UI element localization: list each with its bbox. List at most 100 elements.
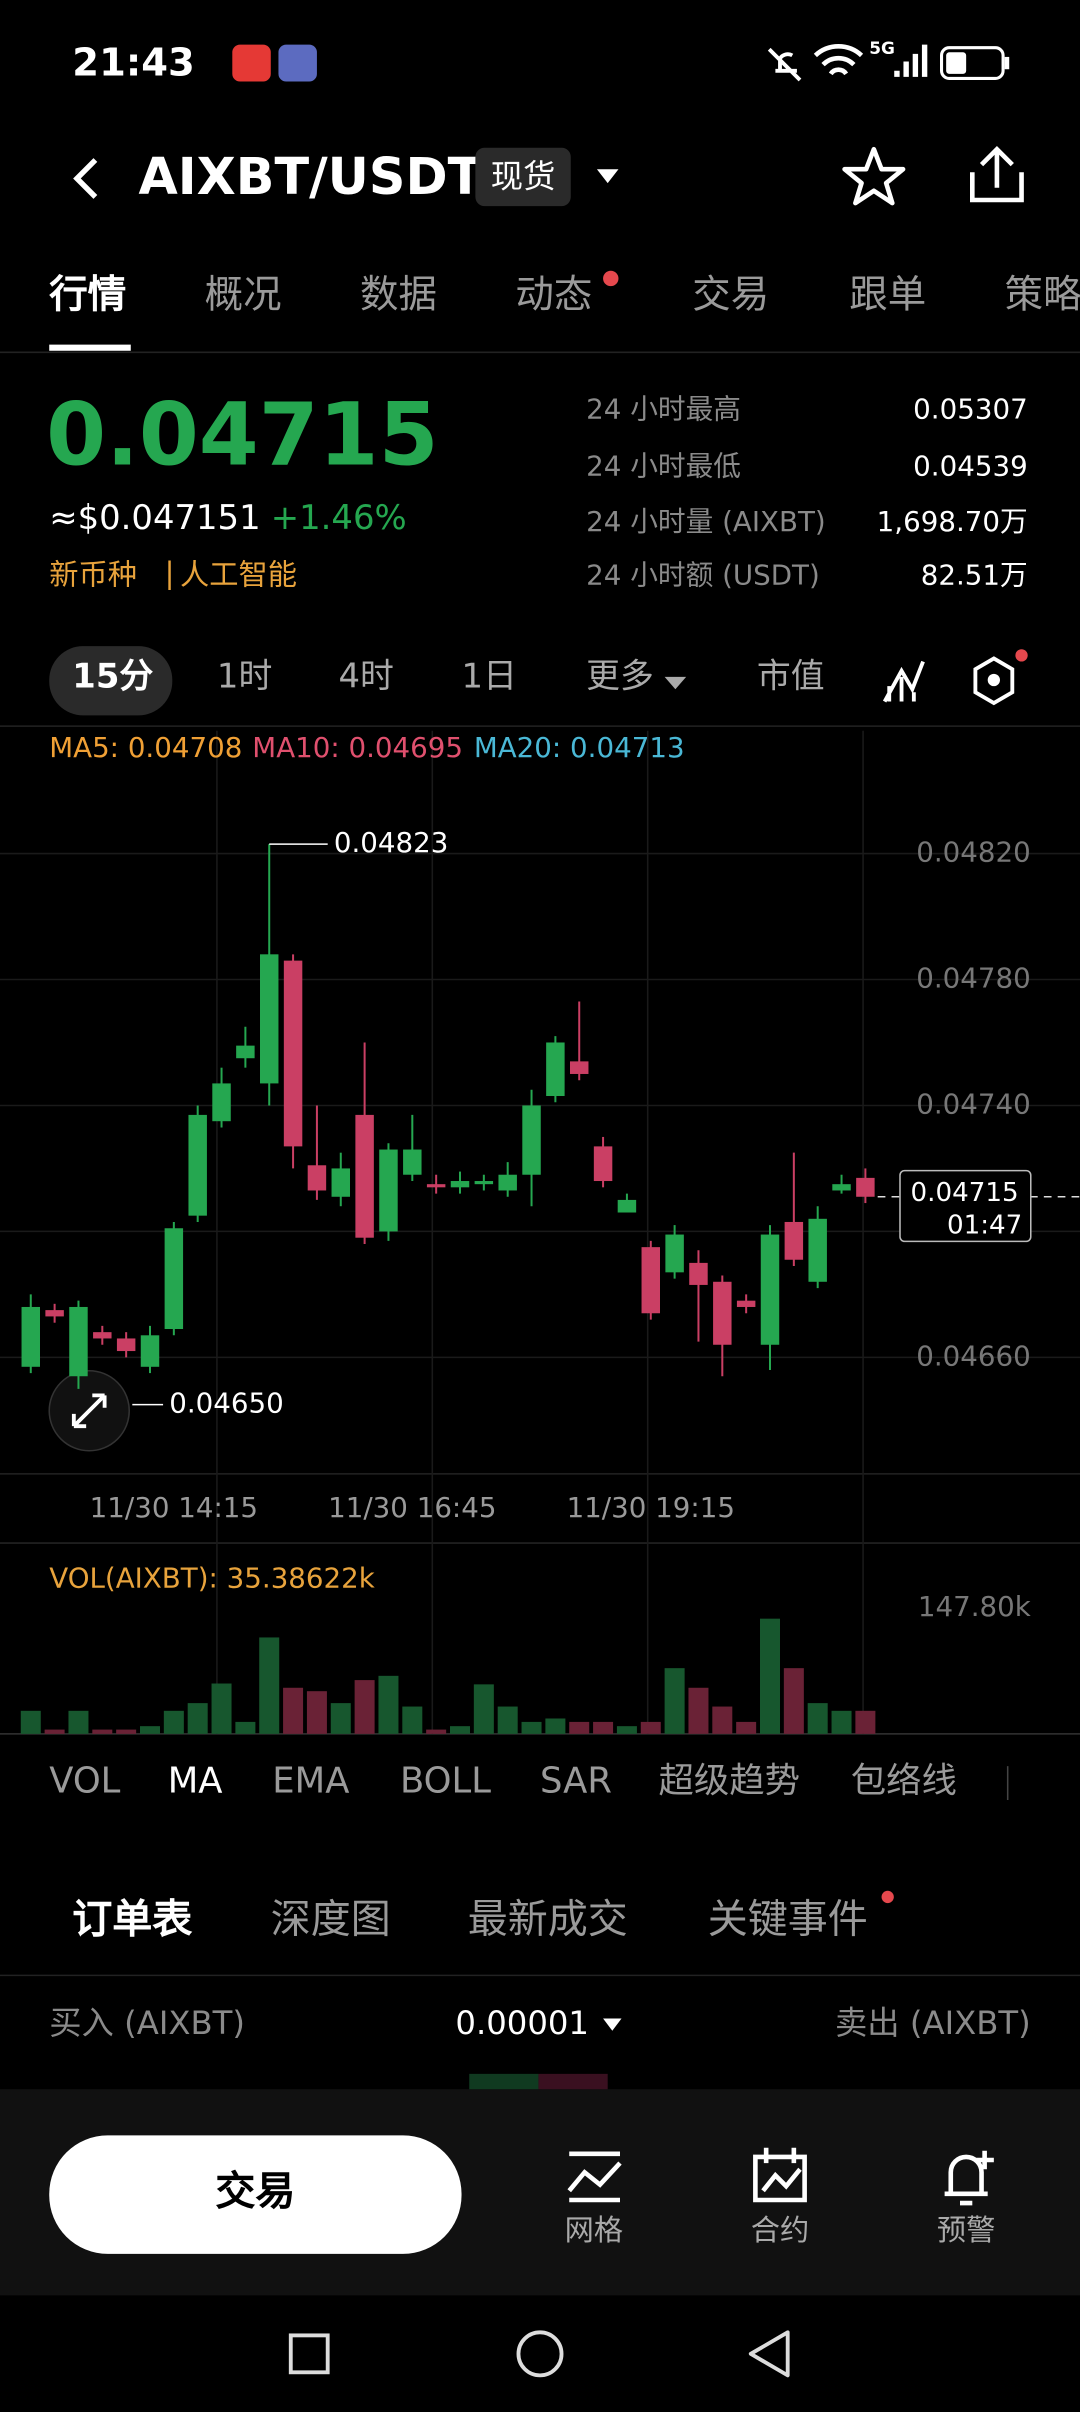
interval[interactable]: 4时: [338, 658, 394, 697]
buy-label: 买入 (AIXBT): [49, 2004, 246, 2042]
volume-bar: [616, 1726, 637, 1734]
indicator-icon[interactable]: [882, 660, 925, 703]
order-tab[interactable]: 深度图: [270, 1896, 391, 1944]
volume-bar: [426, 1729, 447, 1734]
tab[interactable]: 动态: [515, 272, 593, 317]
volume-bar: [855, 1710, 876, 1734]
back-icon[interactable]: [73, 158, 98, 199]
app-icon: [278, 44, 317, 82]
dropdown-icon[interactable]: [596, 169, 619, 184]
candle-body: [641, 1247, 661, 1314]
settings-icon[interactable]: [973, 656, 1015, 706]
indicator[interactable]: 包络线: [850, 1761, 957, 1802]
countdown: 01:47: [947, 1210, 1022, 1240]
order-tab[interactable]: 订单表: [72, 1896, 193, 1944]
change: +1.46%: [270, 500, 407, 539]
candle-body: [713, 1281, 732, 1345]
indicator[interactable]: BOLL: [400, 1761, 491, 1802]
nav-back[interactable]: [748, 2330, 790, 2378]
contract-icon[interactable]: [753, 2147, 807, 2203]
stat-label: 24 小时最低: [586, 450, 741, 484]
stat-label: 24 小时最高: [586, 393, 741, 427]
x-tick-label: 11/30 16:45: [328, 1491, 496, 1524]
status-time: 21:43: [72, 40, 195, 85]
volume-bar: [378, 1675, 399, 1734]
volume-bar: [187, 1703, 208, 1734]
nav-label[interactable]: 网格: [564, 2213, 624, 2248]
indicator[interactable]: VOL: [49, 1761, 121, 1802]
candle-body: [474, 1181, 494, 1185]
volume-bar: [664, 1668, 685, 1734]
tab[interactable]: 跟单: [849, 272, 927, 317]
volume-bar: [569, 1721, 590, 1734]
indicator[interactable]: EMA: [272, 1761, 350, 1802]
volume-bar: [736, 1721, 757, 1734]
nav-label[interactable]: 合约: [750, 2213, 810, 2248]
indicator[interactable]: MA: [167, 1761, 223, 1802]
stat-value: 82.51万: [920, 560, 1028, 593]
candle-body: [617, 1199, 637, 1213]
volume-bar: [259, 1637, 280, 1734]
candle-body: [593, 1146, 613, 1182]
candle-body: [665, 1234, 684, 1273]
battery-icon: [940, 46, 1005, 81]
volume-bar: [497, 1706, 518, 1734]
candle-body: [808, 1218, 827, 1282]
grid-icon[interactable]: [567, 2151, 622, 2203]
interval[interactable]: 1时: [216, 658, 273, 697]
tab[interactable]: 策略: [1004, 272, 1080, 317]
indicator[interactable]: 超级趋势: [658, 1761, 801, 1802]
order-tab[interactable]: 关键事件: [707, 1896, 868, 1944]
candle-body: [21, 1306, 41, 1367]
interval[interactable]: 15分: [72, 658, 154, 697]
tab[interactable]: 数据: [360, 272, 437, 317]
star-icon[interactable]: [842, 146, 906, 206]
volume-bar: [68, 1710, 89, 1734]
share-icon[interactable]: [970, 145, 1024, 203]
candle-body: [379, 1149, 398, 1232]
tag: 新币种: [49, 558, 137, 593]
candle-body: [69, 1306, 88, 1377]
more-caret: [664, 676, 687, 690]
candle-body: [760, 1234, 780, 1345]
high-label: 0.04823: [334, 826, 449, 859]
badge-dot: [1015, 649, 1028, 662]
candle-body: [307, 1165, 327, 1191]
volume-bar: [545, 1718, 566, 1734]
indicator[interactable]: SAR: [540, 1761, 612, 1802]
mute-icon: [767, 47, 802, 82]
order-tab[interactable]: 最新成交: [467, 1896, 628, 1944]
trade-label[interactable]: 交易: [215, 2169, 296, 2216]
nav-label[interactable]: 预警: [936, 2213, 996, 2248]
candle-body: [236, 1045, 255, 1059]
alert-icon[interactable]: [944, 2150, 994, 2206]
nav-recent[interactable]: [288, 2333, 330, 2375]
volume-tick-label: 147.80k: [918, 1590, 1031, 1623]
interval[interactable]: 1日: [461, 658, 517, 697]
nav-home[interactable]: [516, 2330, 564, 2378]
battery-tip: [1004, 56, 1010, 70]
tab[interactable]: 行情: [49, 272, 127, 317]
stat-value: 1,698.70万: [876, 506, 1028, 539]
trade-button[interactable]: [49, 2135, 462, 2254]
interval[interactable]: 市值: [756, 658, 825, 697]
separator: |: [164, 556, 175, 591]
tab[interactable]: 概况: [204, 272, 282, 317]
candle-body: [498, 1174, 517, 1191]
tab[interactable]: 交易: [692, 272, 770, 317]
precision-caret[interactable]: [603, 2018, 622, 2031]
volume-bar: [521, 1721, 542, 1734]
volume-bar: [211, 1683, 232, 1734]
usd-price: ≈$0.047151: [49, 500, 261, 539]
precision[interactable]: 0.00001: [455, 2004, 589, 2042]
signal-icon: [894, 44, 928, 77]
y-tick-label: 0.04820: [916, 836, 1031, 869]
interval-pill[interactable]: [49, 646, 173, 716]
interval[interactable]: 更多: [586, 658, 654, 697]
stat-label: 24 小时额 (USDT): [586, 560, 820, 593]
y-tick-label: 0.04780: [916, 962, 1031, 995]
volume-bar: [402, 1706, 423, 1734]
volume-bar: [163, 1710, 184, 1734]
